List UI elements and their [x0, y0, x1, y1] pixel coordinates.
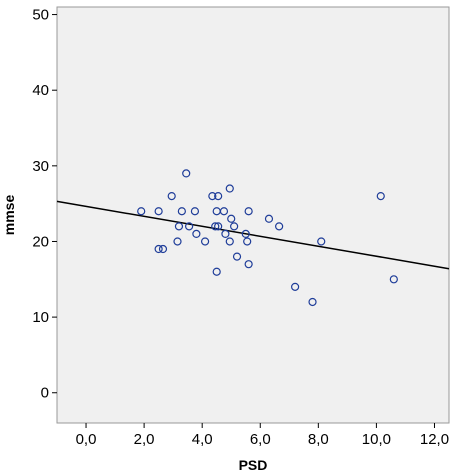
x-axis-title: PSD	[239, 457, 268, 473]
data-point	[214, 222, 223, 231]
y-tick-label: 10	[32, 309, 49, 326]
x-tick-label: 0,0	[76, 431, 97, 448]
data-point	[227, 214, 236, 223]
data-point	[221, 229, 230, 239]
data-point	[317, 237, 326, 246]
data-point	[174, 222, 184, 231]
data-point	[200, 237, 210, 246]
y-axis: 0 10 20 30 40 50	[32, 7, 57, 402]
x-tick-label: 10,0	[362, 431, 391, 448]
data-point	[219, 207, 229, 216]
y-tick-label: 0	[41, 385, 49, 402]
data-point	[275, 222, 284, 231]
data-point	[308, 297, 317, 307]
data-point	[244, 207, 253, 216]
data-point	[244, 260, 253, 269]
data-point	[376, 191, 385, 201]
data-points	[137, 169, 398, 307]
y-tick-label: 40	[32, 82, 49, 99]
data-point	[185, 222, 194, 231]
y-tick-label: 50	[32, 7, 49, 24]
data-point	[232, 252, 242, 261]
data-point	[225, 237, 234, 246]
data-point	[192, 229, 201, 239]
data-point	[173, 237, 182, 246]
data-point	[225, 184, 234, 193]
data-point	[230, 222, 239, 231]
x-tick-label: 6,0	[250, 431, 271, 448]
data-point	[177, 207, 186, 216]
data-point	[190, 207, 200, 216]
data-point	[167, 191, 176, 201]
data-point	[214, 191, 223, 201]
data-point	[211, 222, 220, 231]
x-axis: 0,0 2,0 4,0 6,0 8,0 10,0 12,0	[76, 423, 449, 448]
y-tick-label: 20	[32, 233, 49, 250]
data-point	[241, 229, 250, 239]
x-tick-label: 12,0	[420, 431, 449, 448]
data-point	[291, 282, 300, 291]
data-point	[389, 275, 398, 284]
x-tick-label: 2,0	[134, 431, 155, 448]
x-tick-label: 8,0	[308, 431, 329, 448]
plot-area	[56, 6, 450, 424]
data-point	[212, 267, 221, 276]
x-tick-label: 4,0	[192, 431, 213, 448]
data-point	[137, 207, 146, 216]
data-point	[182, 169, 191, 178]
data-point	[158, 244, 168, 254]
y-axis-title: mmse	[1, 195, 17, 236]
y-tick-label: 30	[32, 158, 49, 175]
data-point	[208, 191, 217, 201]
data-point	[264, 214, 274, 223]
data-point	[154, 207, 163, 216]
data-point	[154, 244, 163, 254]
data-point	[243, 237, 252, 246]
regression-line	[56, 200, 450, 270]
